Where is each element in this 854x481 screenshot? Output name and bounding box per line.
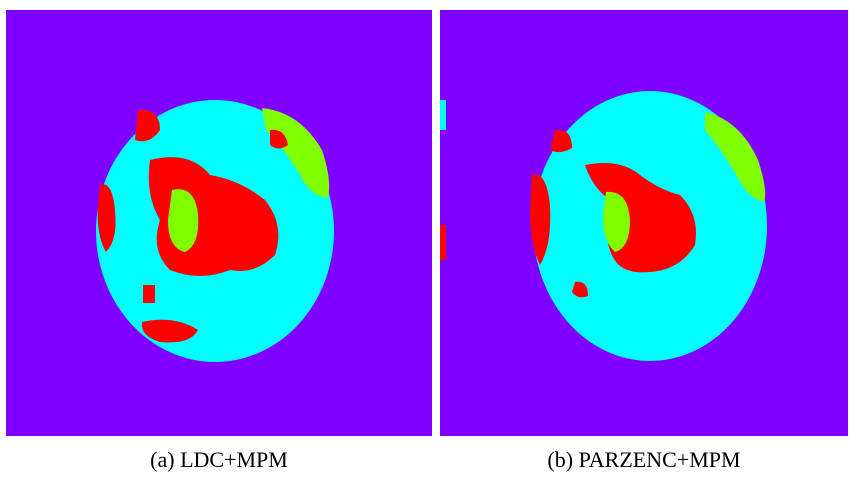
panel-a-image: [6, 10, 432, 436]
caption: (b) PARZENC+MPM: [547, 447, 740, 472]
caption: (a) LDC+MPM: [150, 447, 288, 472]
panel-b-image: [440, 10, 848, 436]
